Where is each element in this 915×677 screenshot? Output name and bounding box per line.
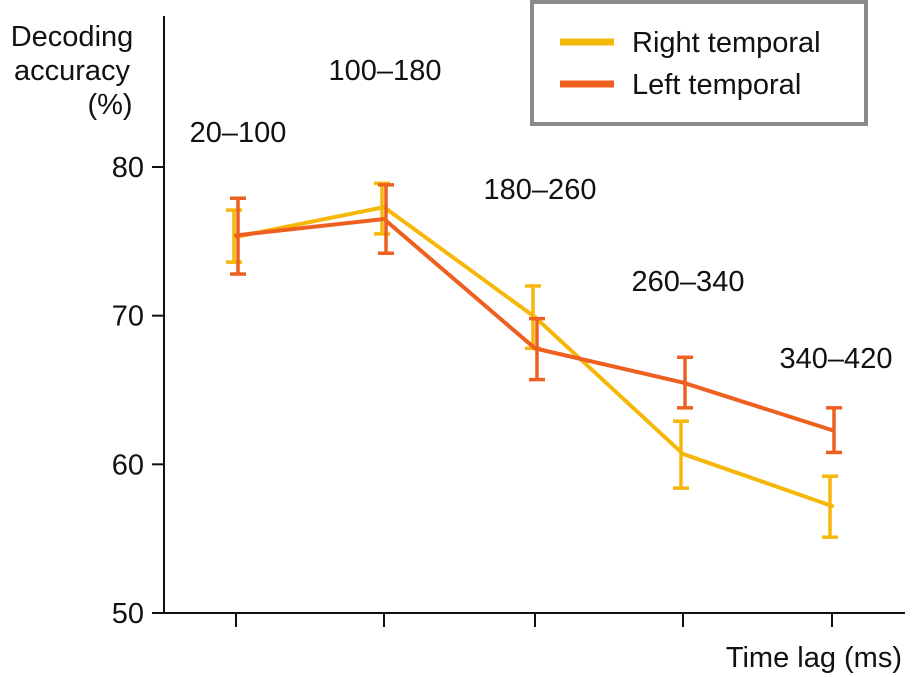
legend-label-right-temporal: Right temporal xyxy=(632,27,821,59)
data-point-left-temporal-1 xyxy=(234,233,238,238)
category-label-100-180: 100–180 xyxy=(329,55,442,87)
y-tick-label-60: 60 xyxy=(112,449,144,481)
data-point-right-temporal-4 xyxy=(681,451,685,456)
series-layer xyxy=(226,181,842,539)
y-tick-label-80: 80 xyxy=(112,152,144,184)
y-axis-title-line-3: (%) xyxy=(87,89,132,121)
category-label-340-420: 340–420 xyxy=(780,343,893,375)
legend-box xyxy=(530,0,868,126)
y-tick-label-50: 50 xyxy=(112,598,144,630)
category-label-260-340: 260–340 xyxy=(632,266,745,298)
category-labels: 20–100 100–180 180–260 260–340 340–420 xyxy=(190,55,893,375)
data-point-left-temporal-5 xyxy=(830,428,834,433)
data-point-right-temporal-5 xyxy=(830,503,834,508)
x-axis-title: Time lag (ms) xyxy=(726,642,902,674)
data-point-left-temporal-4 xyxy=(681,380,685,385)
category-label-20-100: 20–100 xyxy=(190,117,287,149)
y-axis-title-line-1: Decoding xyxy=(11,21,134,53)
y-axis-title-line-2: accuracy xyxy=(14,55,131,87)
category-label-180-260: 180–260 xyxy=(484,174,597,206)
series-line-right-temporal xyxy=(235,205,833,508)
legend: Right temporal Left temporal xyxy=(530,0,868,126)
y-tick-label-70: 70 xyxy=(112,301,144,333)
data-point-left-temporal-2 xyxy=(382,217,386,222)
series-right-temporal xyxy=(226,181,838,539)
y-ticks: 50 60 70 80 xyxy=(112,152,164,630)
x-ticks xyxy=(235,613,833,627)
legend-label-left-temporal: Left temporal xyxy=(632,69,801,101)
series-left-temporal xyxy=(230,183,842,455)
data-point-left-temporal-3 xyxy=(533,346,537,351)
